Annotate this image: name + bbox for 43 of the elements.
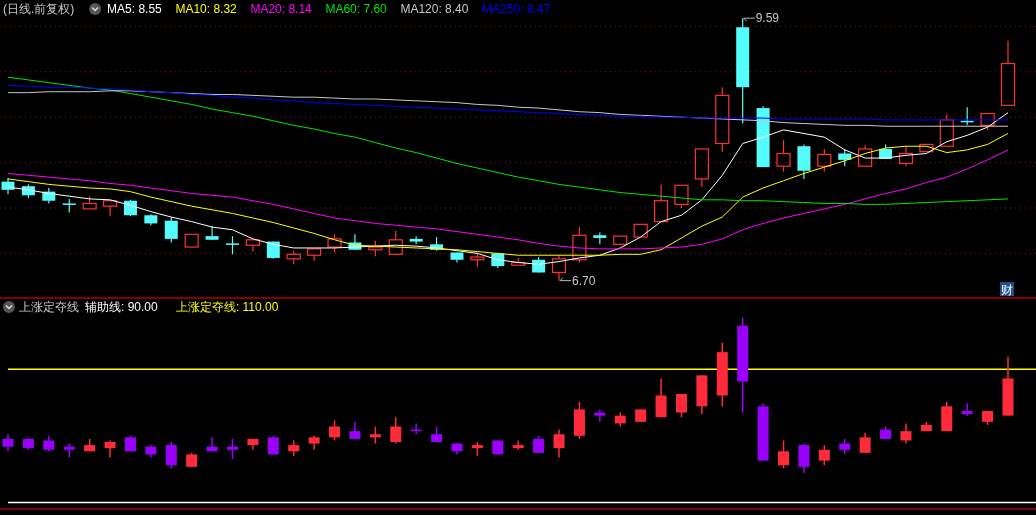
chart-title: (日线.前复权) — [3, 2, 75, 16]
candlestick — [225, 235, 239, 255]
text: 辅助线: 90.00 — [85, 300, 159, 314]
candlestick — [633, 223, 648, 238]
candlestick — [390, 416, 402, 445]
text: MA20: 8.14 — [250, 2, 313, 16]
candlestick — [63, 442, 75, 459]
candlestick — [102, 200, 118, 217]
annotation: 6.70 — [572, 273, 596, 288]
candlestick — [553, 428, 565, 459]
candlestick — [858, 144, 873, 167]
candlestick — [307, 248, 322, 262]
candlestick — [613, 235, 628, 245]
text: MA60: 7.60 — [325, 2, 388, 16]
candlestick — [859, 431, 871, 454]
candlestick — [655, 377, 667, 418]
chart-title: 上涨定夺线 — [19, 300, 79, 314]
candlestick — [919, 143, 934, 153]
text: MA5: 8.55 — [107, 2, 163, 16]
text: MA10: 8.32 — [175, 2, 238, 16]
candlestick — [653, 183, 669, 223]
candlestick — [226, 438, 238, 460]
candlestick — [165, 441, 177, 470]
text: MA120: 8.40 — [400, 2, 469, 16]
text: MA250: 8.47 — [482, 2, 551, 16]
candlestick — [898, 145, 914, 167]
candlestick — [512, 439, 524, 451]
candlestick — [778, 439, 790, 470]
candlestick — [961, 402, 973, 417]
candlestick — [205, 225, 219, 241]
annotation: 9.59 — [755, 11, 780, 26]
candlestick — [900, 422, 912, 445]
candlestick — [164, 216, 178, 244]
candlestick — [594, 408, 606, 423]
candlestick — [818, 444, 830, 466]
candlestick — [1000, 40, 1016, 106]
text: 上涨定夺线: 110.00 — [175, 300, 279, 314]
candlestick — [184, 233, 199, 248]
candlestick — [329, 419, 341, 442]
candlestick — [245, 239, 260, 253]
candlestick — [104, 439, 116, 459]
candlestick — [798, 442, 810, 474]
candlestick — [694, 148, 709, 188]
